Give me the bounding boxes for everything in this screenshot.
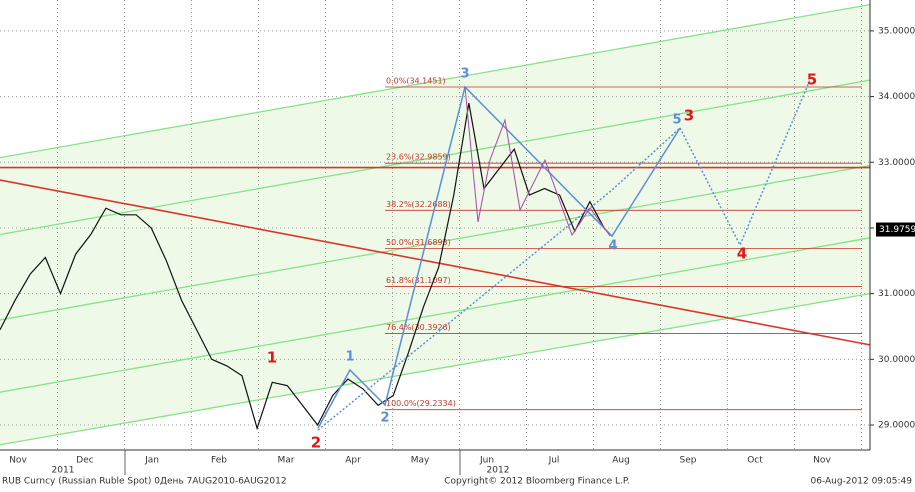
wave-label-blue: 1	[345, 350, 354, 365]
x-tick-label: Jun	[479, 456, 494, 466]
y-tick-label: 29.0000	[878, 421, 915, 431]
x-tick-label: Apr	[345, 456, 361, 466]
y-tick-label: 34.0000	[878, 92, 915, 102]
wave-label-blue: 4	[608, 239, 617, 254]
fib-label: 100.0%(29.2334)	[386, 399, 456, 408]
footer-right: 06-Aug-2012 09:05:49	[810, 477, 912, 487]
wave-path	[317, 85, 681, 429]
wave-label-blue: 3	[460, 67, 469, 82]
x-tick-label: Nov	[813, 456, 831, 466]
x-tick-label: Oct	[747, 456, 763, 466]
x-tick-label: Jan	[144, 456, 159, 466]
channel-line	[0, 237, 871, 393]
fib-label: 0.0%(34.1451)	[386, 77, 446, 86]
x-tick-label: Dec	[76, 456, 93, 466]
wave-label-red: 3	[684, 107, 694, 125]
wave-label-red: 4	[737, 245, 747, 263]
last-price-box	[876, 222, 915, 237]
wave-label-blue: 2	[380, 411, 389, 426]
price-line	[0, 103, 606, 431]
y-tick-label: 30.0000	[878, 355, 915, 365]
channel-line	[0, 293, 871, 446]
wave-projection	[317, 127, 681, 431]
channel-line	[0, 164, 871, 321]
x-tick-label: Mar	[278, 456, 295, 466]
x-tick-label: Feb	[211, 456, 227, 466]
x-tick-label: Sep	[680, 456, 697, 466]
fib-label: 23.6%(32.9859)	[386, 153, 451, 162]
fib-label: 38.2%(32.2688)	[386, 200, 451, 209]
footer-left: RUB Curncy (Russian Ruble Spot) 0День 7A…	[2, 477, 287, 487]
wave-label-red: 5	[807, 71, 817, 89]
y-tick-label: 33.0000	[878, 158, 915, 168]
channel-fill	[0, 4, 870, 445]
fib-label: 61.8%(31.1097)	[386, 276, 451, 285]
y-tick-label: 31.0000	[878, 289, 915, 299]
x-tick-label: Jul	[548, 456, 560, 466]
wave-label-red: 2	[311, 434, 321, 452]
channel-line	[0, 3, 871, 159]
wave-label-blue: 5	[672, 113, 681, 128]
last-price-label: 31.9759	[879, 225, 915, 235]
sub-wave	[464, 86, 611, 237]
fib-label: 50.0%(31.6893)	[386, 238, 451, 247]
x-tick-label: Nov	[9, 456, 27, 466]
footer-center: Copyright© 2012 Bloomberg Finance L.P.	[444, 477, 629, 487]
wave-label-red: 1	[267, 349, 277, 367]
trend-line	[0, 179, 871, 346]
channel-line	[0, 79, 871, 236]
y-tick-label: 35.0000	[878, 26, 915, 36]
year-label: 2011	[52, 466, 75, 476]
fib-label: 76.4%(30.3926)	[386, 323, 451, 332]
x-tick-label: Aug	[612, 456, 630, 466]
x-tick-label: May	[411, 456, 430, 466]
year-label: 2012	[487, 466, 510, 476]
